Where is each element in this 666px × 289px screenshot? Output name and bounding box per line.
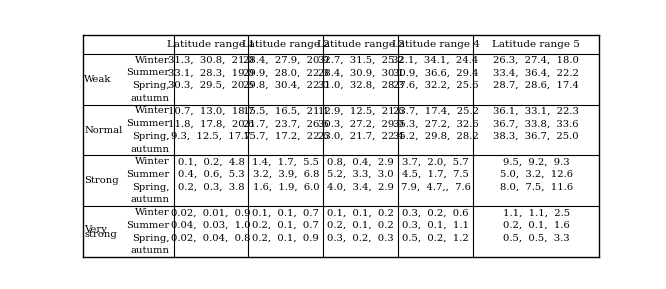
Text: 0.04,  0.03,  1.0: 0.04, 0.03, 1.0 xyxy=(171,221,251,230)
Text: 21.7,  23.7,  26.6: 21.7, 23.7, 26.6 xyxy=(243,119,328,128)
Text: 10.7,  13.0,  18.7: 10.7, 13.0, 18.7 xyxy=(168,106,254,116)
Text: 28.4,  30.9,  30.1: 28.4, 30.9, 30.1 xyxy=(318,68,404,77)
Text: 33.4,  36.4,  22.2: 33.4, 36.4, 22.2 xyxy=(494,68,579,77)
Text: 12.9,  12.5,  21.6: 12.9, 12.5, 21.6 xyxy=(318,106,404,116)
Text: 4.5,  1.7,  7.5: 4.5, 1.7, 7.5 xyxy=(402,170,469,179)
Text: 27.6,  32.2,  25.6: 27.6, 32.2, 25.6 xyxy=(393,81,478,90)
Text: 0.1,  0.1,  0.2: 0.1, 0.1, 0.2 xyxy=(327,208,394,217)
Text: 0.3,  0.2,  0.6: 0.3, 0.2, 0.6 xyxy=(402,208,469,217)
Text: 0.1,  0.2,  4.8: 0.1, 0.2, 4.8 xyxy=(178,157,244,166)
Text: 0.5,  0.5,  3.3: 0.5, 0.5, 3.3 xyxy=(503,234,569,243)
Text: 32.1,  34.1,  24.4: 32.1, 34.1, 24.4 xyxy=(392,55,479,65)
Text: Winter: Winter xyxy=(135,55,169,65)
Text: 0.3,  0.2,  0.3: 0.3, 0.2, 0.3 xyxy=(328,234,394,243)
Text: Latitude range 1: Latitude range 1 xyxy=(167,40,255,49)
Text: 8.0,  7.5,  11.6: 8.0, 7.5, 11.6 xyxy=(500,183,573,192)
Text: 7.9,  4.7,,  7.6: 7.9, 4.7,, 7.6 xyxy=(400,183,470,192)
Text: 0.2,  0.1,  0.2: 0.2, 0.1, 0.2 xyxy=(327,221,394,230)
Text: Winter: Winter xyxy=(135,106,169,116)
Text: 0.02,  0.04,  0.8: 0.02, 0.04, 0.8 xyxy=(171,234,250,243)
Text: 0.2,  0.1,  1.6: 0.2, 0.1, 1.6 xyxy=(503,221,569,230)
Text: 9.3,  12.5,  17.7: 9.3, 12.5, 17.7 xyxy=(171,132,251,141)
Text: 0.5,  0.2,  1.2: 0.5, 0.2, 1.2 xyxy=(402,234,469,243)
Text: 30.3,  29.5,  20.6: 30.3, 29.5, 20.6 xyxy=(168,81,254,90)
Text: 9.5,  9.2,  9.3: 9.5, 9.2, 9.3 xyxy=(503,157,569,166)
Text: 15.5,  16.5,  21.1: 15.5, 16.5, 21.1 xyxy=(243,106,329,116)
Text: Summer: Summer xyxy=(126,170,169,179)
Text: Winter: Winter xyxy=(135,157,169,166)
Text: 33.1,  28.3,  19.0: 33.1, 28.3, 19.0 xyxy=(168,68,254,77)
Text: Spring,: Spring, xyxy=(132,234,169,243)
Text: autumn: autumn xyxy=(131,144,169,154)
Text: Spring,: Spring, xyxy=(132,132,169,141)
Text: Spring,: Spring, xyxy=(132,183,169,192)
Text: 0.1,  0.1,  0.7: 0.1, 0.1, 0.7 xyxy=(252,208,319,217)
Text: 26.3,  27.4,  18.0: 26.3, 27.4, 18.0 xyxy=(494,55,579,65)
Text: 35.2,  29.8,  28.2: 35.2, 29.8, 28.2 xyxy=(393,132,478,141)
Text: Normal: Normal xyxy=(85,125,123,135)
Text: 29.9,  28.0,  22.3: 29.9, 28.0, 22.3 xyxy=(243,68,329,77)
Text: 1.4,  1.7,  5.5: 1.4, 1.7, 5.5 xyxy=(252,157,319,166)
Text: 0.02,  0.01,  0.9: 0.02, 0.01, 0.9 xyxy=(171,208,250,217)
Text: 29.8,  30.4,  22.0: 29.8, 30.4, 22.0 xyxy=(243,81,329,90)
Text: strong: strong xyxy=(85,230,117,239)
Text: Latitude range 2: Latitude range 2 xyxy=(242,40,330,49)
Text: 4.0,  3.4,  2.9: 4.0, 3.4, 2.9 xyxy=(327,183,394,192)
Text: 5.0,  3.2,  12.6: 5.0, 3.2, 12.6 xyxy=(500,170,573,179)
Text: 30.3,  27.2,  29.9: 30.3, 27.2, 29.9 xyxy=(318,119,404,128)
Text: 3.7,  2.0,  5.7: 3.7, 2.0, 5.7 xyxy=(402,157,469,166)
Text: 1.1,  1.1,  2.5: 1.1, 1.1, 2.5 xyxy=(503,208,569,217)
Text: 32.7,  31.5,  25.2: 32.7, 31.5, 25.2 xyxy=(318,55,404,65)
Text: 0.3,  0.1,  1.1: 0.3, 0.1, 1.1 xyxy=(402,221,469,230)
Text: 36.1,  33.1,  22.3: 36.1, 33.1, 22.3 xyxy=(494,106,579,116)
Text: autumn: autumn xyxy=(131,195,169,205)
Text: Summer: Summer xyxy=(126,68,169,77)
Text: Strong: Strong xyxy=(85,176,119,186)
Text: 0.4,  0.6,  5.3: 0.4, 0.6, 5.3 xyxy=(178,170,244,179)
Text: Winter: Winter xyxy=(135,208,169,217)
Text: 36.7,  33.8,  33.6: 36.7, 33.8, 33.6 xyxy=(494,119,579,128)
Text: 38.3,  36.7,  25.0: 38.3, 36.7, 25.0 xyxy=(494,132,579,141)
Text: 3.2,  3.9,  6.8: 3.2, 3.9, 6.8 xyxy=(252,170,319,179)
Text: 30.9,  36.6,  29.4: 30.9, 36.6, 29.4 xyxy=(393,68,478,77)
Text: 35.3,  27.2,  32.6: 35.3, 27.2, 32.6 xyxy=(393,119,478,128)
Text: Latitude range 5: Latitude range 5 xyxy=(492,40,580,49)
Text: autumn: autumn xyxy=(131,246,169,255)
Text: 15.7,  17.2,  22.6: 15.7, 17.2, 22.6 xyxy=(243,132,329,141)
Text: Summer: Summer xyxy=(126,119,169,128)
Text: Summer: Summer xyxy=(126,221,169,230)
Text: 23.0,  21.7,  22.4: 23.0, 21.7, 22.4 xyxy=(318,132,404,141)
Text: 0.2,  0.3,  3.8: 0.2, 0.3, 3.8 xyxy=(178,183,244,192)
Text: 28.4,  27.9,  20.9: 28.4, 27.9, 20.9 xyxy=(243,55,329,65)
Text: 23.7,  17.4,  25.2: 23.7, 17.4, 25.2 xyxy=(392,106,479,116)
Text: Latitude range 3: Latitude range 3 xyxy=(317,40,405,49)
Text: 1.6,  1.9,  6.0: 1.6, 1.9, 6.0 xyxy=(252,183,319,192)
Text: 11.8,  17.8,  20.6: 11.8, 17.8, 20.6 xyxy=(168,119,254,128)
Text: 0.2,  0.1,  0.7: 0.2, 0.1, 0.7 xyxy=(252,221,319,230)
Text: 31.3,  30.8,  21.0: 31.3, 30.8, 21.0 xyxy=(168,55,254,65)
Text: 28.7,  28.6,  17.4: 28.7, 28.6, 17.4 xyxy=(494,81,579,90)
Text: Weak: Weak xyxy=(85,75,112,84)
Text: 0.2,  0.1,  0.9: 0.2, 0.1, 0.9 xyxy=(252,234,319,243)
Text: autumn: autumn xyxy=(131,94,169,103)
Text: Latitude range 4: Latitude range 4 xyxy=(392,40,480,49)
Text: Very: Very xyxy=(85,225,107,234)
Text: Spring,: Spring, xyxy=(132,81,169,90)
Text: 5.2,  3.3,  3.0: 5.2, 3.3, 3.0 xyxy=(328,170,394,179)
Text: 0.8,  0.4,  2.9: 0.8, 0.4, 2.9 xyxy=(327,157,394,166)
Text: 31.0,  32.8,  28.3: 31.0, 32.8, 28.3 xyxy=(318,81,404,90)
